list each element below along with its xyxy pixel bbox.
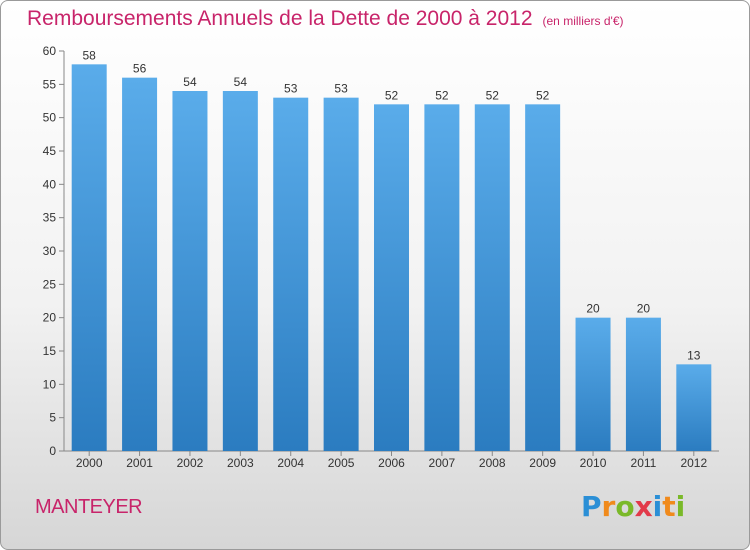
bar-value-label: 52 [435, 88, 449, 102]
y-tick-label: 15 [43, 344, 57, 358]
x-tick-label: 2000 [76, 456, 103, 470]
bar-value-label: 56 [133, 62, 147, 76]
y-tick-label: 0 [49, 444, 56, 458]
bar [676, 364, 712, 451]
x-tick-label: 2004 [277, 456, 304, 470]
x-tick-label: 2006 [378, 456, 405, 470]
x-tick-label: 2008 [479, 456, 506, 470]
logo-letter: i [652, 490, 663, 523]
bar [273, 97, 309, 452]
bar-value-label: 54 [183, 75, 197, 89]
bar [222, 91, 258, 451]
y-tick-label: 5 [49, 411, 56, 425]
logo-letter: i [675, 490, 686, 523]
bar [474, 104, 510, 451]
commune-name: MANTEYER [35, 496, 143, 518]
bar [71, 64, 107, 452]
x-tick-label: 2003 [227, 456, 254, 470]
y-tick-label: 40 [43, 177, 57, 191]
proxiti-logo[interactable]: Proxiti [581, 490, 685, 523]
x-tick-label: 2002 [177, 456, 204, 470]
x-tick-label: 2007 [429, 456, 456, 470]
y-tick-label: 45 [43, 144, 57, 158]
x-tick-label: 2005 [328, 456, 355, 470]
y-tick-label: 50 [43, 111, 57, 125]
y-tick-label: 20 [43, 311, 57, 325]
y-tick-label: 55 [43, 77, 57, 91]
chart-title: Remboursements Annuels de la Dette de 20… [27, 7, 624, 31]
x-tick-label: 2010 [580, 456, 607, 470]
chart-title-text: Remboursements Annuels de la Dette de 20… [27, 7, 533, 30]
bar [625, 317, 661, 451]
bar [323, 97, 359, 452]
y-tick-label: 30 [43, 244, 57, 258]
x-tick-label: 2009 [529, 456, 556, 470]
bar [525, 104, 561, 451]
logo-letter: o [615, 490, 635, 523]
x-tick-label: 2011 [631, 456, 657, 470]
bar-value-label: 54 [234, 75, 248, 89]
bar [424, 104, 460, 451]
y-tick-label: 35 [43, 211, 57, 225]
bar-value-label: 20 [637, 302, 651, 316]
y-tick-label: 10 [43, 377, 57, 391]
chart-bars [71, 64, 712, 452]
bar-value-label: 20 [586, 302, 600, 316]
bar-value-label: 53 [334, 82, 348, 96]
bar-value-label: 52 [536, 88, 550, 102]
logo-letter: P [581, 490, 602, 523]
chart-labels: 58 2000 56 2001 54 2002 54 2003 53 2004 53 2005 52 20… [76, 48, 708, 470]
bar [122, 77, 158, 452]
logo-letter: x [634, 490, 653, 523]
bar [172, 91, 208, 451]
x-tick-label: 2012 [680, 456, 707, 470]
logo-letter: r [601, 490, 616, 523]
bar-value-label: 52 [385, 88, 399, 102]
y-tick-label: 60 [43, 44, 57, 58]
bar-value-label: 52 [486, 88, 500, 102]
bar-value-label: 58 [83, 48, 97, 62]
bar [374, 104, 409, 451]
bar-value-label: 53 [284, 82, 298, 96]
y-tick-label: 25 [43, 277, 57, 291]
bar [575, 317, 611, 451]
chart-unit-label: (en milliers d'€) [542, 14, 624, 28]
logo-letter: t [662, 490, 676, 523]
x-tick-label: 2001 [126, 456, 153, 470]
bar-value-label: 13 [687, 348, 701, 362]
